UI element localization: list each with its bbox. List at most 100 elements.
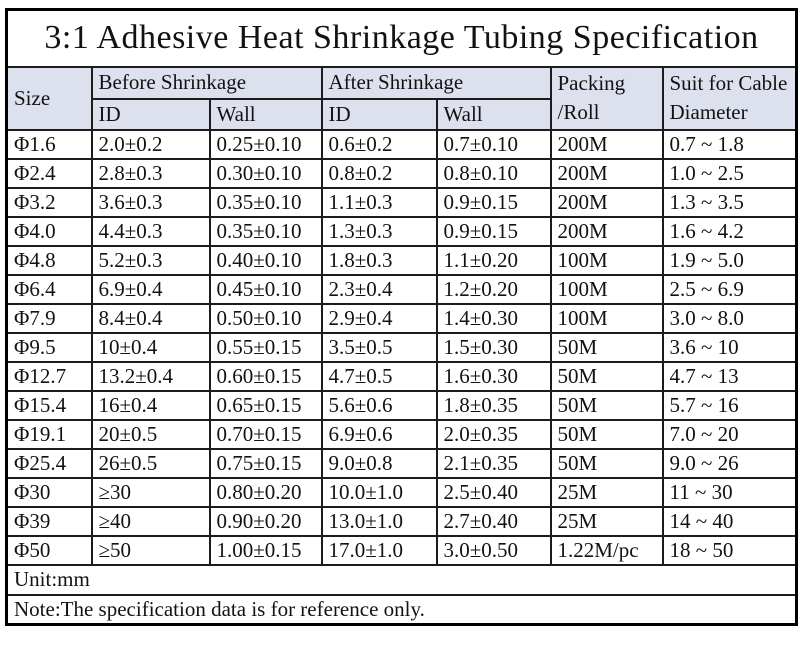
cable-diameter-cell: 1.3 ~ 3.5 [661,186,798,218]
size-cell: Φ7.9 [5,302,93,334]
after-id-cell: 3.5±0.5 [320,331,438,363]
reference-note: Note:The specification data is for refer… [5,593,798,626]
before-wall-cell: 0.90±0.20 [208,505,323,537]
size-cell: Φ4.0 [5,215,93,247]
table-row: Φ25.4 26±0.5 0.75±0.15 9.0±0.8 2.1±0.35 … [5,447,798,479]
packing-cell: 50M [549,389,664,421]
packing-cell: 25M [549,505,664,537]
size-cell: Φ6.4 [5,273,93,305]
header-row-sub: ID Wall ID Wall [7,97,797,131]
after-id-cell: 13.0±1.0 [320,505,438,537]
packing-cell: 100M [549,244,664,276]
before-wall-cell: 0.35±0.10 [208,215,323,247]
cable-diameter-cell: 1.0 ~ 2.5 [661,157,798,189]
packing-cell: 50M [549,447,664,479]
after-wall-cell: 2.7±0.40 [435,505,552,537]
cable-diameter-cell: 1.6 ~ 4.2 [661,215,798,247]
suit-label-line2: Diameter [669,100,748,124]
after-id-cell: 2.3±0.4 [320,273,438,305]
table-row: Φ15.4 16±0.4 0.65±0.15 5.6±0.6 1.8±0.35 … [5,389,798,421]
size-cell: Φ15.4 [5,389,93,421]
before-id-cell: ≥40 [90,505,211,537]
table-row: Φ3.2 3.6±0.3 0.35±0.10 1.1±0.3 0.9±0.15 … [5,186,798,218]
cable-diameter-cell: 14 ~ 40 [661,505,798,537]
size-cell: Φ1.6 [5,128,93,160]
before-wall-cell: 0.30±0.10 [208,157,323,189]
col-header-cable-diameter: Suit for Cable Diameter [661,65,798,131]
size-cell: Φ12.7 [5,360,93,392]
packing-cell: 25M [549,476,664,508]
note-row: Note:The specification data is for refer… [5,593,798,626]
size-cell: Φ2.4 [5,157,93,189]
spec-table-head: 3:1 Adhesive Heat Shrinkage Tubing Speci… [5,8,798,131]
after-id-cell: 10.0±1.0 [320,476,438,508]
before-wall-cell: 0.55±0.15 [208,331,323,363]
table-row: Φ12.7 13.2±0.4 0.60±0.15 4.7±0.5 1.6±0.3… [5,360,798,392]
before-wall-cell: 0.60±0.15 [208,360,323,392]
table-row: Φ39 ≥40 0.90±0.20 13.0±1.0 2.7±0.40 25M … [5,505,798,537]
after-id-cell: 4.7±0.5 [320,360,438,392]
after-wall-cell: 1.5±0.30 [435,331,552,363]
table-row: Φ30 ≥30 0.80±0.20 10.0±1.0 2.5±0.40 25M … [5,476,798,508]
table-row: Φ1.6 2.0±0.2 0.25±0.10 0.6±0.2 0.7±0.10 … [5,128,798,160]
after-id-cell: 1.1±0.3 [320,186,438,218]
after-id-cell: 0.6±0.2 [320,128,438,160]
table-row: Φ2.4 2.8±0.3 0.30±0.10 0.8±0.2 0.8±0.10 … [5,157,798,189]
before-wall-cell: 0.25±0.10 [208,128,323,160]
after-wall-cell: 2.5±0.40 [435,476,552,508]
packing-cell: 1.22M/pc [549,534,664,566]
unit-note: Unit:mm [5,563,798,596]
after-wall-cell: 0.9±0.15 [435,186,552,218]
after-wall-cell: 1.2±0.20 [435,273,552,305]
col-header-before-id: ID [90,97,211,131]
table-row: Φ7.9 8.4±0.4 0.50±0.10 2.9±0.4 1.4±0.30 … [5,302,798,334]
page-title: 3:1 Adhesive Heat Shrinkage Tubing Speci… [44,19,759,57]
table-row: Φ6.4 6.9±0.4 0.45±0.10 2.3±0.4 1.2±0.20 … [5,273,798,305]
after-wall-cell: 1.8±0.35 [435,389,552,421]
table-row: Φ9.5 10±0.4 0.55±0.15 3.5±0.5 1.5±0.30 5… [5,331,798,363]
size-cell: Φ50 [5,534,93,566]
unit-row: Unit:mm [5,563,798,596]
size-cell: Φ4.8 [5,244,93,276]
packing-cell: 100M [549,273,664,305]
cable-diameter-cell: 9.0 ~ 26 [661,447,798,479]
table-row: Φ50 ≥50 1.00±0.15 17.0±1.0 3.0±0.50 1.22… [5,534,798,566]
after-id-cell: 1.8±0.3 [320,244,438,276]
before-id-cell: 2.0±0.2 [90,128,211,160]
before-wall-cell: 0.65±0.15 [208,389,323,421]
after-wall-cell: 0.9±0.15 [435,215,552,247]
col-header-before-shrinkage: Before Shrinkage [90,65,323,100]
before-id-cell: 10±0.4 [90,331,211,363]
cable-diameter-cell: 11 ~ 30 [661,476,798,508]
packing-label-line2: /Roll [557,100,600,124]
before-id-cell: 2.8±0.3 [90,157,211,189]
packing-cell: 50M [549,331,664,363]
before-id-cell: 20±0.5 [90,418,211,450]
packing-cell: 200M [549,215,664,247]
after-wall-cell: 0.7±0.10 [435,128,552,160]
size-cell: Φ3.2 [5,186,93,218]
before-wall-cell: 0.80±0.20 [208,476,323,508]
col-header-packing-roll: Packing /Roll [549,65,664,131]
before-id-cell: 3.6±0.3 [90,186,211,218]
packing-cell: 200M [549,157,664,189]
before-id-cell: 16±0.4 [90,389,211,421]
after-wall-cell: 1.1±0.20 [435,244,552,276]
size-cell: Φ9.5 [5,331,93,363]
before-wall-cell: 0.70±0.15 [208,418,323,450]
before-wall-cell: 0.75±0.15 [208,447,323,479]
after-wall-cell: 3.0±0.50 [435,534,552,566]
cable-diameter-cell: 2.5 ~ 6.9 [661,273,798,305]
spec-table-foot: Unit:mm Note:The specification data is f… [5,563,798,626]
table-row: Φ4.0 4.4±0.3 0.35±0.10 1.3±0.3 0.9±0.15 … [5,215,798,247]
cable-diameter-cell: 3.0 ~ 8.0 [661,302,798,334]
spec-table-body: Φ1.6 2.0±0.2 0.25±0.10 0.6±0.2 0.7±0.10 … [5,128,798,566]
before-id-cell: 5.2±0.3 [90,244,211,276]
col-header-size: Size [5,65,93,131]
before-wall-cell: 0.35±0.10 [208,186,323,218]
after-wall-cell: 2.0±0.35 [435,418,552,450]
cable-diameter-cell: 3.6 ~ 10 [661,331,798,363]
col-header-after-wall: Wall [435,97,552,131]
before-wall-cell: 0.40±0.10 [208,244,323,276]
after-id-cell: 9.0±0.8 [320,447,438,479]
